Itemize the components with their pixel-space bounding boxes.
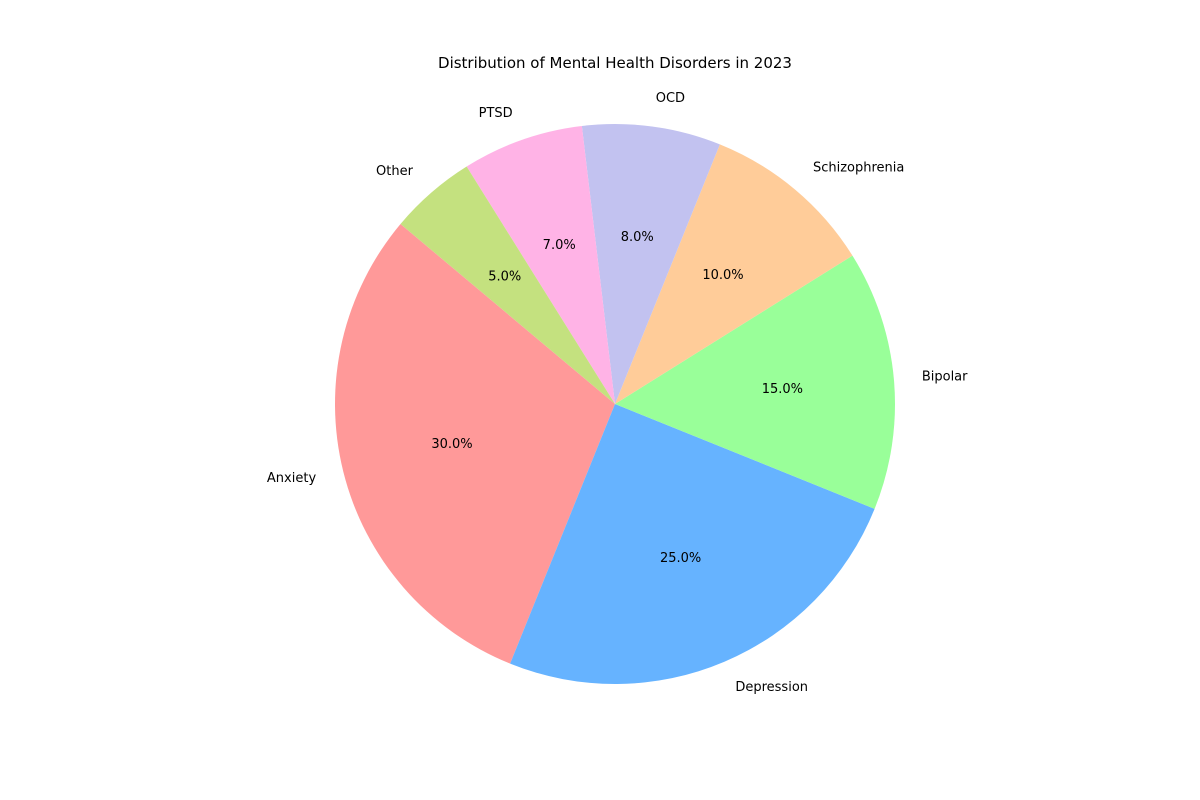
pie-slice-anxiety [335,224,615,664]
slice-label-other: Other [376,164,414,179]
pct-label-bipolar: 15.0% [762,382,803,397]
chart-title: Distribution of Mental Health Disorders … [438,54,792,72]
pct-label-ocd: 8.0% [621,230,654,245]
pie-slice-depression [510,404,875,684]
pie-labels: 30.0% Anxiety 25.0% Depression 15.0% Bipolar 1… [267,91,968,695]
pct-label-depression: 25.0% [660,551,701,566]
pct-label-other: 5.0% [488,270,521,285]
pie-slice-ptsd [466,125,615,404]
slice-label-ptsd: PTSD [479,106,513,121]
pct-label-anxiety: 30.0% [431,437,472,452]
pct-label-ptsd: 7.0% [543,238,576,253]
slice-label-ocd: OCD [656,91,685,106]
slice-label-bipolar: Bipolar [922,370,968,385]
slice-label-depression: Depression [735,680,808,695]
slice-label-anxiety: Anxiety [267,471,317,486]
pie-slice-schizophrenia [615,144,853,404]
pie-slice-bipolar [615,255,895,509]
pie-slice-other [400,166,615,404]
pie-slice-ocd [581,124,720,405]
pie-slices [335,124,895,684]
pct-label-schizophrenia: 10.0% [702,268,743,283]
slice-label-schizophrenia: Schizophrenia [813,161,904,176]
